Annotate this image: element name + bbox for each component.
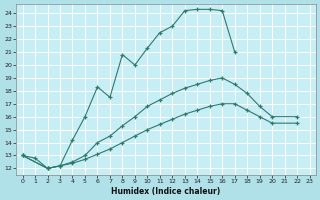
X-axis label: Humidex (Indice chaleur): Humidex (Indice chaleur) [111,187,221,196]
